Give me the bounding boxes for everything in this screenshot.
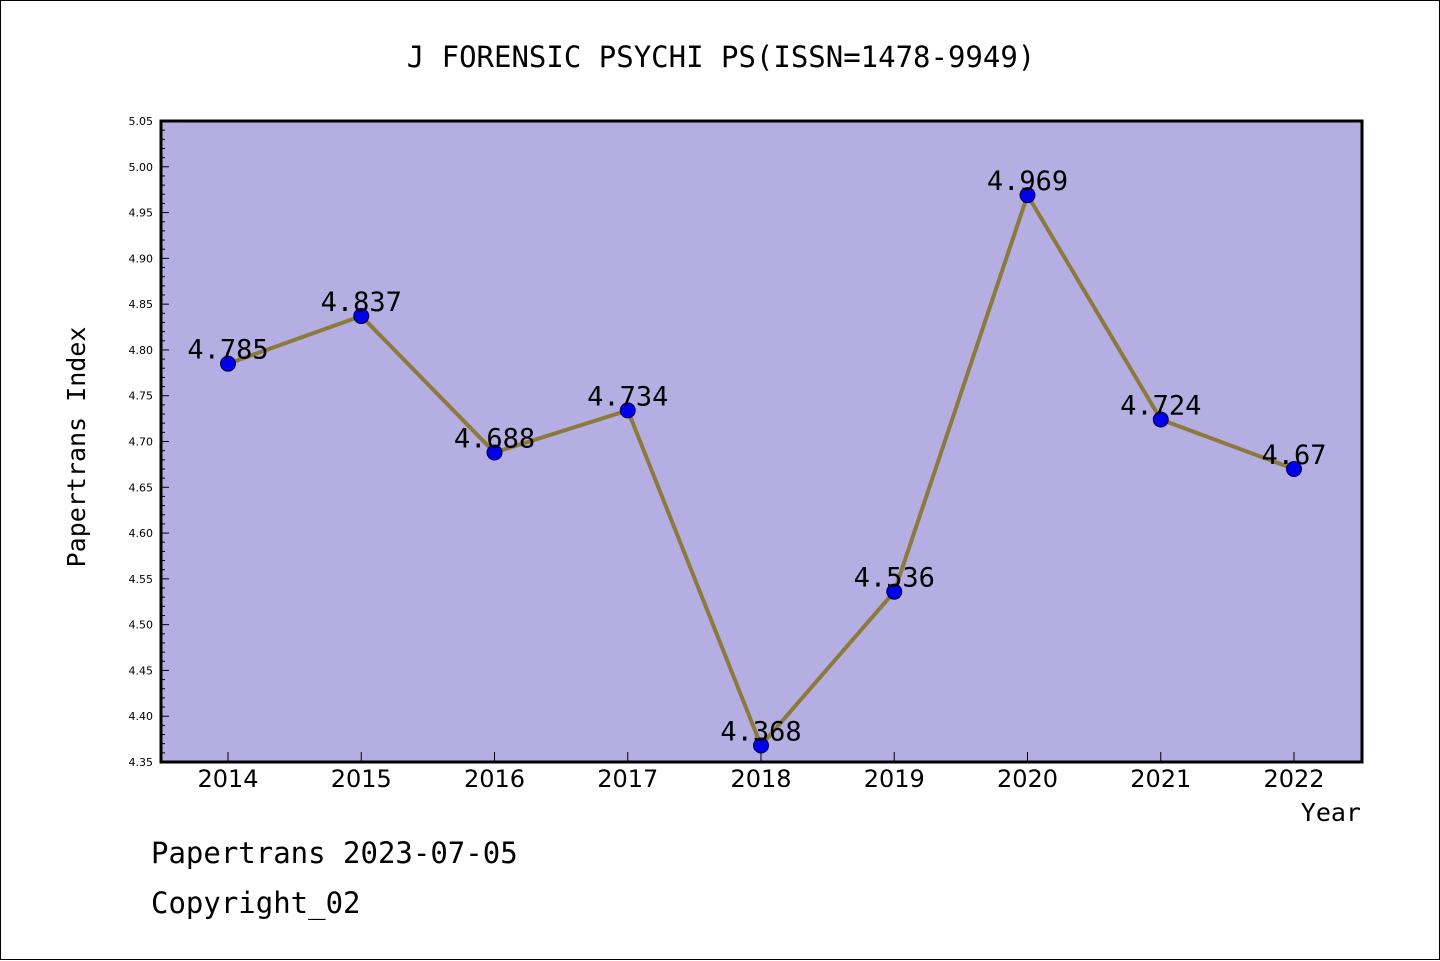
data-label: 4.724 [1120,391,1201,422]
data-point [886,583,903,600]
y-tick-label: 4.55 [129,573,154,586]
data-label: 4.536 [854,563,935,594]
data-point [1286,460,1302,477]
y-tick-label: 4.40 [129,710,154,723]
y-axis: 4.35 4.40 4.45 4.50 4.55 4.60 4.65 4.70 4.75 4.80… [129,115,169,769]
x-axis: 2014 2015 2016 2017 2018 2019 2020 2021 2022 [197,752,1325,793]
x-tick-label: 2018 [730,765,791,793]
data-point [619,402,636,419]
y-tick-label: 4.90 [129,252,154,265]
data-point [220,355,236,372]
y-tick-label: 4.70 [129,436,154,449]
x-tick-label: 2019 [864,765,925,793]
x-axis-label: Year [1301,798,1361,827]
y-tick-label: 4.35 [129,756,154,769]
series-line-group [220,187,1302,754]
data-point [353,308,370,325]
footer-copyright: Copyright_02 [151,886,361,920]
chart-title: J FORENSIC PSYCHI PS(ISSN=1478-9949) [407,40,1036,74]
x-tick-label: 2016 [464,765,525,793]
data-point [486,444,503,461]
x-tick-label: 2020 [997,765,1058,793]
y-tick-label: 4.65 [129,481,154,494]
plot-area [159,119,1364,764]
data-label: 4.67 [1261,440,1326,471]
y-tick-label: 4.95 [129,207,154,220]
y-tick-label: 4.60 [129,527,154,540]
data-label: 4.734 [587,381,668,412]
data-label: 4.969 [987,166,1068,197]
data-point [1019,187,1036,204]
y-tick-label: 5.05 [129,115,154,128]
x-tick-label: 2015 [331,765,392,793]
y-tick-label: 4.75 [129,390,154,403]
x-tick-label: 2014 [197,765,258,793]
data-point [753,737,769,754]
y-tick-label: 4.50 [129,619,154,632]
y-axis-label: Papertrans Index [62,327,91,568]
data-label: 4.837 [321,287,402,318]
footer-date: Papertrans 2023-07-05 [151,836,518,870]
data-label: 4.785 [187,335,268,366]
y-tick-label: 4.80 [129,344,154,357]
data-label-group: 4.785 4.837 4.688 4.734 4.368 4.536 4.969 4.724… [187,166,1326,747]
data-label: 4.368 [720,717,801,748]
x-tick-label: 2021 [1130,765,1191,793]
x-tick-label: 2017 [597,765,658,793]
data-label: 4.688 [454,423,535,454]
x-tick-label: 2022 [1263,765,1324,793]
y-tick-label: 5.00 [129,161,154,174]
y-tick-label: 4.45 [129,664,154,677]
data-point [1152,411,1169,428]
y-tick-label: 4.85 [129,298,154,311]
